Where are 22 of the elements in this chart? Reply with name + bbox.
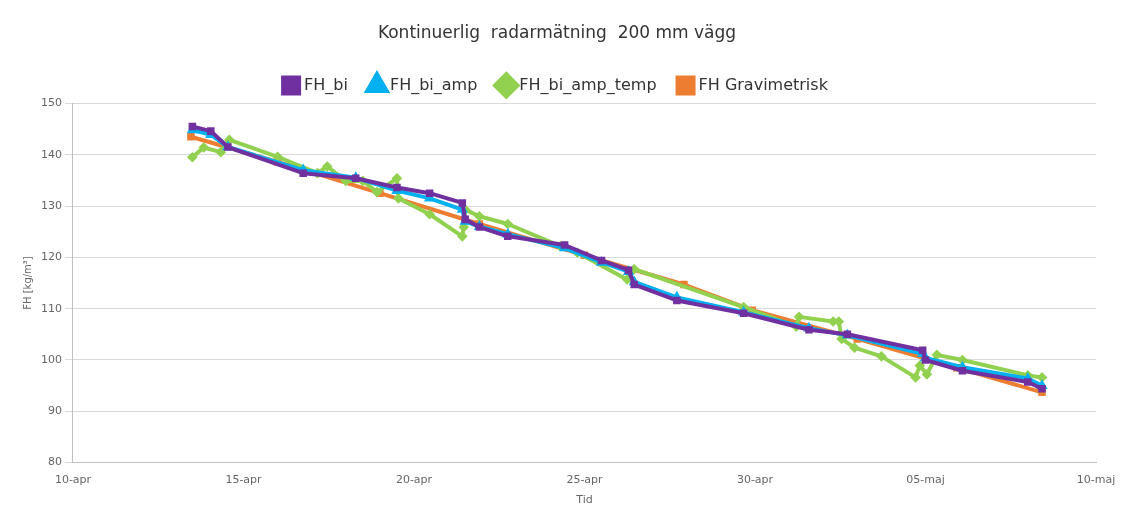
x-tick-label: 10-apr [54,473,92,487]
chart-title: Kontinuerlig radarmätning 200 mm vägg [377,21,737,42]
x-axis-title: Tid [575,493,593,507]
x-tick-label: 25-apr [566,473,604,487]
legend-label: FH Gravimetrisk [698,74,829,94]
legend-label: FH_bi_amp [389,74,478,95]
y-tick-label: 80 [48,455,62,469]
x-tick-label: 30-apr [736,473,774,487]
y-tick-label: 120 [41,250,62,264]
y-tick-label: 110 [41,301,62,315]
legend-label: FH_bi [304,74,348,95]
y-tick-label: 100 [41,352,62,366]
x-tick-label: 15-apr [225,473,263,487]
y-tick-label: 140 [41,147,62,161]
y-tick-label: 90 [48,404,62,418]
x-tick-label: 20-apr [395,473,433,487]
y-tick-label: 130 [41,198,62,212]
y-tick-label: 150 [41,96,62,110]
legend-label: FH_bi_amp_temp [519,74,657,95]
x-tick-label: 10-maj [1076,473,1116,487]
x-tick-label: 05-maj [906,473,945,487]
y-axis-title: FH [kg/m³] [21,256,33,310]
